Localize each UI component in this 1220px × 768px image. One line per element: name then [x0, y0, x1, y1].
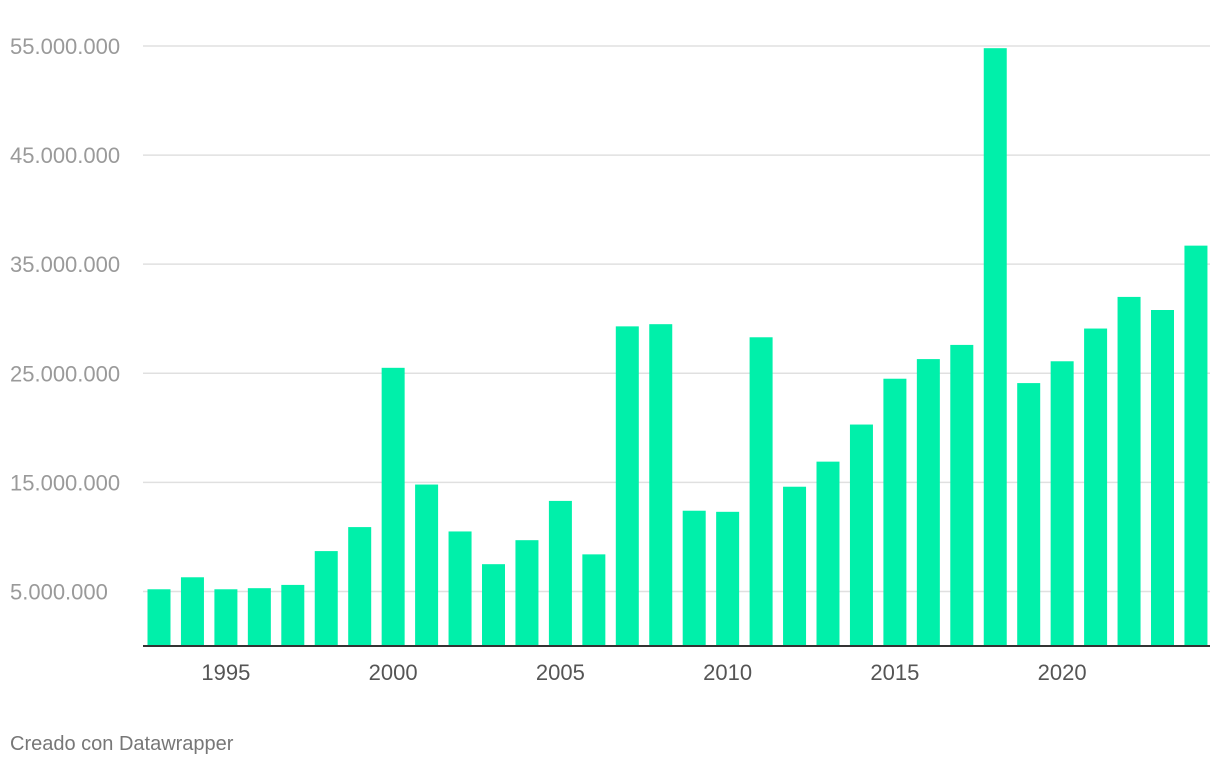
bar-2007 [615, 326, 639, 646]
y-axis-labels: 5.000.000 15.000.000 25.000.000 35.000.000 4… [10, 34, 120, 604]
bar-2021 [1084, 328, 1108, 646]
x-axis-labels: 1995 2000 2005 2010 2015 2020 [201, 660, 1086, 685]
bar-2013 [816, 461, 840, 646]
x-tick-label: 2010 [703, 660, 752, 685]
bar-2012 [783, 486, 807, 646]
y-tick-label: 35.000.000 [10, 252, 120, 277]
x-tick-label: 2000 [369, 660, 418, 685]
bar-2001 [415, 484, 439, 646]
bar-2011 [749, 337, 773, 646]
bar-2003 [482, 564, 505, 646]
bar-chart: 5.000.000 15.000.000 25.000.000 35.000.000 4… [10, 34, 1210, 685]
bar-2020 [1050, 361, 1074, 646]
bar-1995 [214, 589, 238, 646]
y-tick-label: 5.000.000 [10, 579, 108, 604]
bar-2010 [716, 511, 740, 646]
bar-2002 [448, 531, 472, 646]
bar-2022 [1117, 296, 1141, 646]
bar-1994 [180, 577, 204, 646]
bar-2000 [381, 367, 405, 646]
bars [147, 48, 1208, 647]
bar-2015 [883, 378, 907, 646]
bar-2016 [916, 359, 940, 646]
x-tick-label: 2020 [1038, 660, 1087, 685]
bar-1993 [147, 589, 171, 646]
bar-2014 [849, 424, 873, 646]
bar-1996 [247, 588, 271, 646]
x-tick-label: 2015 [870, 660, 919, 685]
bar-2006 [582, 554, 606, 646]
bar-2005 [548, 500, 572, 646]
bar-1997 [281, 584, 305, 646]
bar-1998 [314, 551, 338, 646]
bar-2008 [649, 324, 673, 646]
bar-2004 [515, 540, 539, 646]
bar-2009 [682, 510, 706, 646]
gridlines [143, 45, 1210, 593]
x-tick-label: 2005 [536, 660, 585, 685]
y-tick-label: 45.000.000 [10, 143, 120, 168]
bar-2018 [983, 48, 1007, 646]
credit-text: Creado con Datawrapper [10, 733, 234, 755]
y-tick-label: 15.000.000 [10, 470, 120, 495]
y-tick-label: 55.000.000 [10, 34, 120, 59]
bar-2017 [950, 344, 974, 646]
bar-1999 [348, 527, 372, 646]
bar-2019 [1017, 383, 1041, 646]
x-tick-label: 1995 [201, 660, 250, 685]
bar-2023 [1151, 310, 1174, 646]
y-tick-label: 25.000.000 [10, 361, 120, 386]
bar-2024 [1184, 245, 1208, 647]
